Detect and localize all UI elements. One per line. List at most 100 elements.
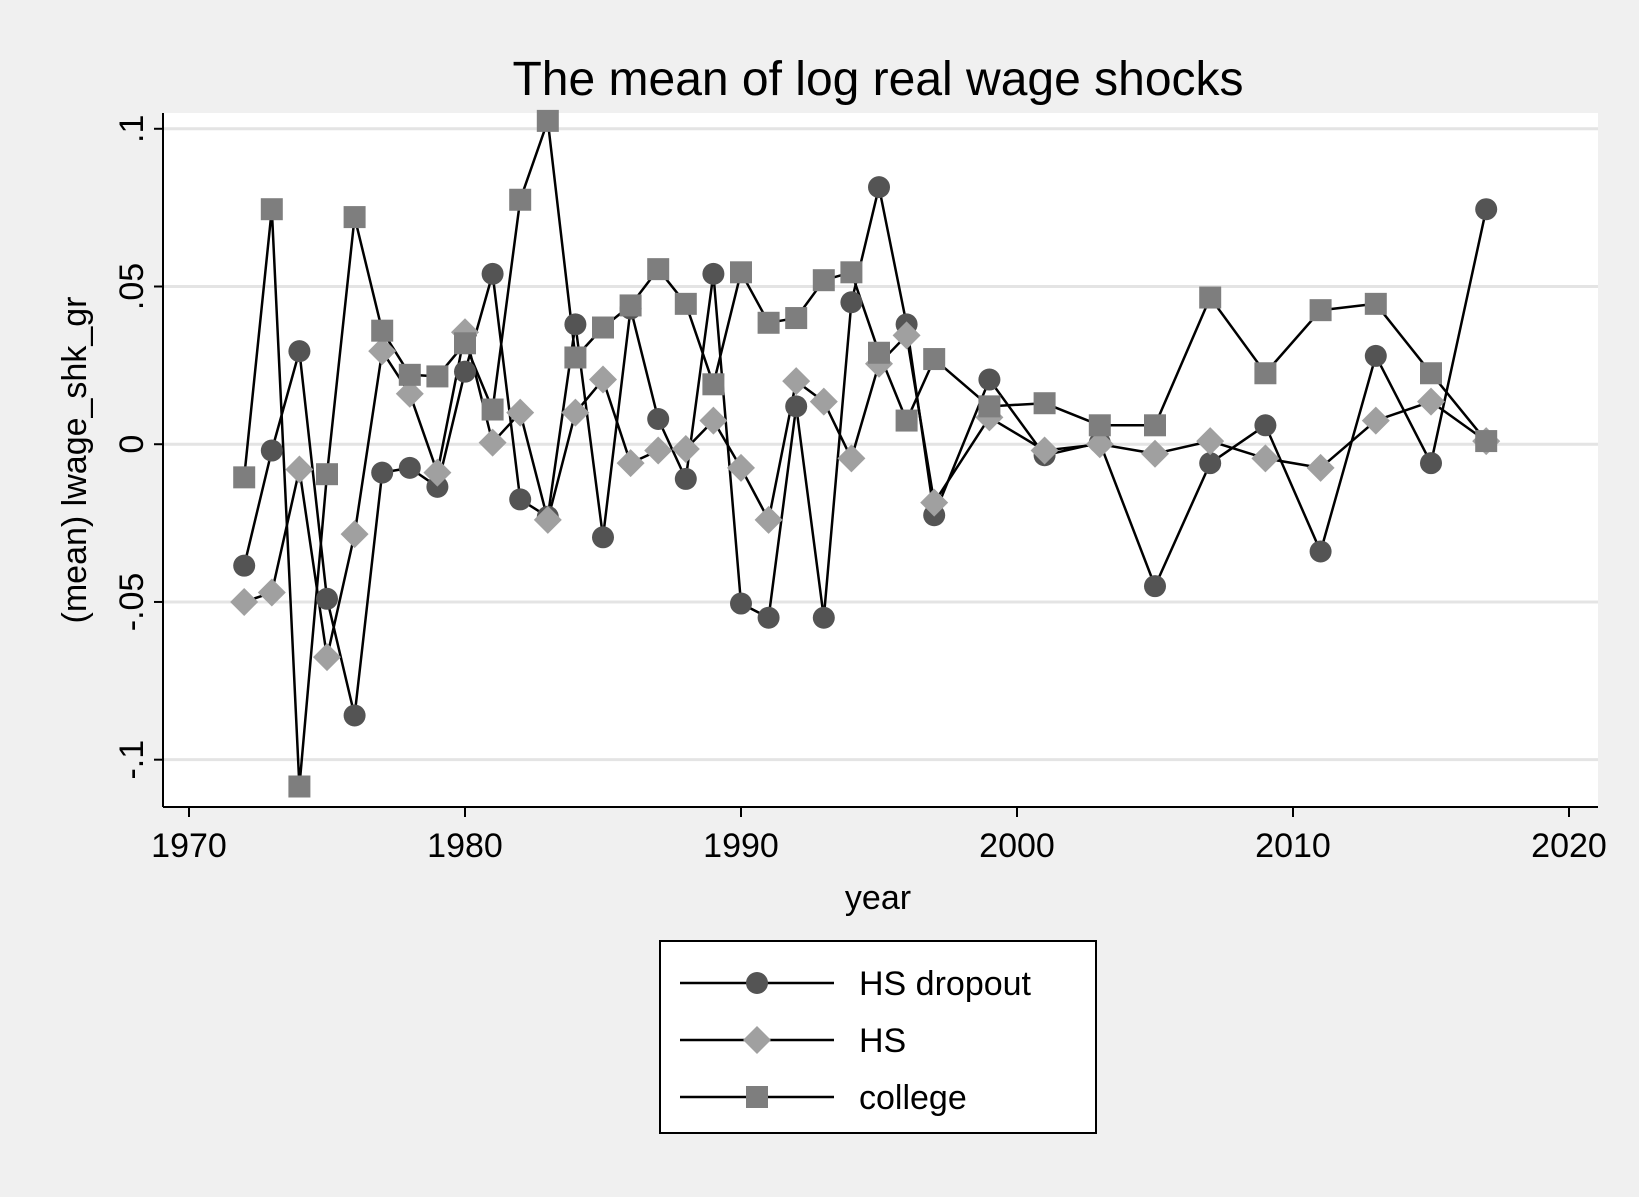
data-point [757,606,780,629]
x-tick-label: 1970 [151,827,227,865]
data-point [395,379,424,408]
data-point [478,428,507,457]
data-point [1033,392,1056,415]
data-point [619,294,642,317]
data-point [1144,414,1166,437]
data-point [481,262,504,285]
data-point [1085,430,1114,459]
data-point [1196,427,1225,456]
legend-label: college [859,1079,967,1117]
data-point [316,463,338,486]
y-tick-label: -.1 [113,740,151,780]
data-point [230,587,259,616]
data-point [1254,414,1277,437]
data-point [506,398,535,427]
data-point [481,398,504,421]
data-point [647,407,670,430]
data-point [1144,575,1166,598]
data-point [727,453,755,482]
legend: HS dropout HS college [659,940,1097,1134]
data-point [809,387,838,416]
data-point [1475,430,1498,453]
x-tick-label: 1990 [703,827,779,865]
data-point [371,319,394,342]
data-point [785,307,808,330]
data-point [837,444,866,473]
chart-title: The mean of log real wage shocks [512,53,1243,106]
data-point [509,488,532,511]
data-point [1254,362,1277,385]
data-point [536,109,559,132]
data-point [1364,344,1387,367]
data-point [233,466,256,489]
data-point [398,363,421,386]
data-point [616,449,645,478]
data-point [1306,453,1335,482]
data-point [868,176,890,199]
gridlines [164,127,1598,762]
data-point [368,337,397,366]
data-point [1199,452,1222,475]
data-point [895,409,918,432]
data-point [1309,299,1332,322]
y-axis-label: (mean) lwage_shk_gr [56,297,94,624]
y-tick-label: .1 [113,115,151,143]
data-point [923,348,946,371]
data-point [812,269,835,292]
data-point [260,439,283,462]
x-tick-label: 1980 [427,827,503,865]
data-point [840,261,863,284]
data-point [257,578,286,607]
data-point [564,346,587,369]
data-point [533,505,562,534]
data-point [1364,292,1387,315]
data-point [674,467,697,490]
data-point [285,455,314,484]
data-point [398,456,421,479]
data-point [754,505,783,534]
data-point [699,406,728,435]
legend-label: HS [859,1022,906,1060]
data-point [288,775,311,798]
data-point [702,262,725,285]
data-point [454,360,476,383]
data-point [1417,387,1445,416]
data-point [316,587,338,610]
data-point [840,291,863,314]
data-point [1088,414,1111,437]
data-point [671,434,700,463]
legend-marker [746,972,768,994]
legend-label: HS dropout [859,965,1032,1003]
data-point [371,461,394,484]
data-point [674,292,697,315]
legend-box [659,940,1097,1134]
data-point [454,332,476,355]
data-point [812,606,835,629]
data-point [592,526,614,549]
data-point [868,341,890,364]
x-tick-label: 2000 [979,827,1055,865]
data-point [313,643,341,672]
x-tick-label: 2010 [1255,827,1331,865]
data-point [1475,198,1498,221]
data-point [785,395,808,418]
data-point [978,368,1001,391]
data-point [343,704,366,727]
x-tick-label: 2020 [1531,827,1607,865]
data-point [644,436,673,465]
data-point [260,198,283,221]
axis-ticks: -.1 -.05 0 .05 .1 1970 1980 1990 2000 2010 2020 [113,115,1607,865]
data-point [702,373,725,396]
data-point [343,206,366,229]
data-point [426,475,449,498]
data-point [1141,439,1169,468]
data-point [1251,444,1280,473]
y-tick-label: .05 [113,263,151,310]
data-point [978,395,1001,418]
data-point [1199,286,1222,309]
data-point [288,340,311,363]
legend-marker [746,1086,768,1108]
data-point [647,258,670,281]
plot-background [163,113,1598,807]
data-point [564,313,587,336]
